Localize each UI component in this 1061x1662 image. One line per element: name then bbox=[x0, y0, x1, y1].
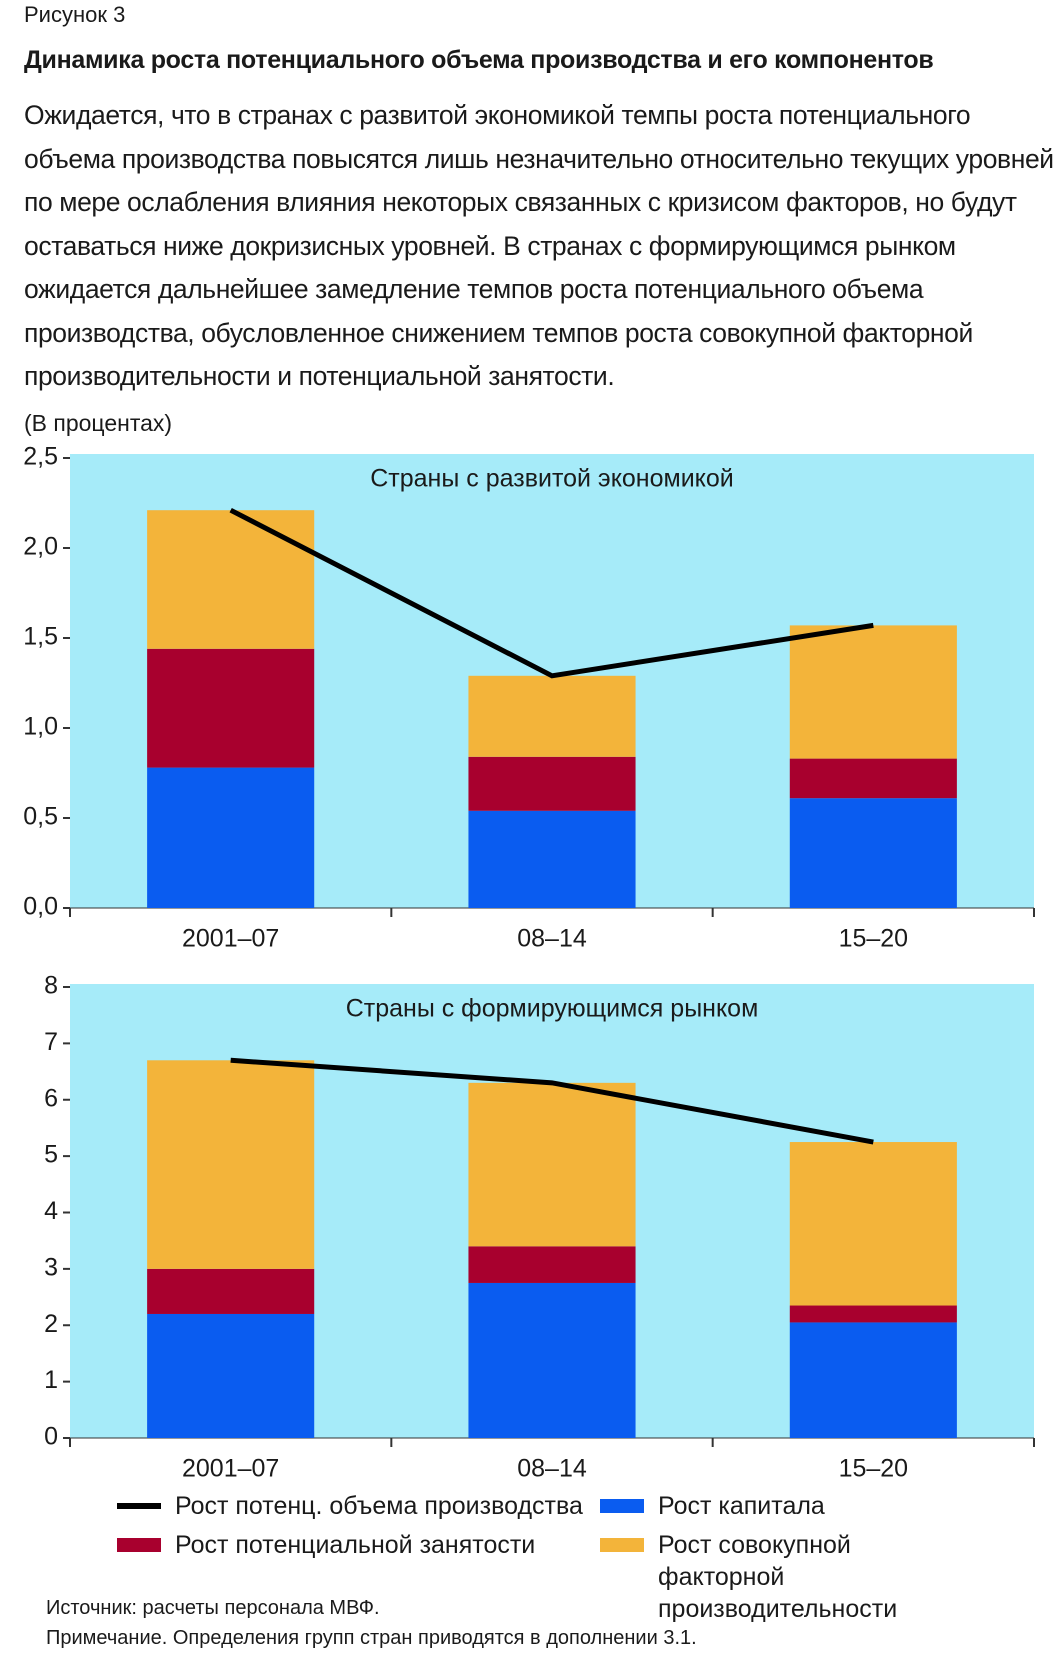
y-tick-label: 6 bbox=[44, 1084, 58, 1112]
note: Примечание. Определения групп стран прив… bbox=[46, 1627, 697, 1649]
bar-segment bbox=[468, 756, 636, 811]
line-series bbox=[229, 507, 874, 679]
bar-segment bbox=[147, 1313, 315, 1438]
bar-segment bbox=[468, 1282, 636, 1438]
y-tick-label: 4 bbox=[44, 1197, 58, 1225]
bar-segment bbox=[147, 1060, 315, 1269]
y-tick-label: 2,0 bbox=[23, 533, 58, 561]
y-tick-label: 0,5 bbox=[23, 803, 58, 831]
description: Ожидается, что в странах с развитой экон… bbox=[24, 100, 1054, 391]
x-tick-label: 08–14 bbox=[517, 925, 587, 953]
legend-label: Рост совокупной факторной производительн… bbox=[658, 1531, 898, 1623]
y-tick-label: 7 bbox=[44, 1028, 58, 1056]
legend-label: Рост потенц. объема производства bbox=[175, 1492, 583, 1520]
x-tick-label: 2001–07 bbox=[182, 925, 279, 953]
bar-segment bbox=[147, 648, 315, 768]
line-series bbox=[230, 1057, 874, 1145]
bar-segment bbox=[468, 810, 636, 908]
source: Источник: расчеты персонала МВФ. bbox=[46, 1597, 380, 1619]
legend-swatch bbox=[600, 1538, 644, 1552]
y-tick-label: 0 bbox=[44, 1423, 58, 1451]
bar-segment bbox=[789, 625, 957, 759]
title: Динамика роста потенциального объема про… bbox=[24, 46, 934, 74]
bar-segment bbox=[789, 798, 957, 908]
bar-segment bbox=[789, 1305, 957, 1323]
x-tick-label: 08–14 bbox=[517, 1455, 587, 1483]
legend-swatch bbox=[117, 1503, 161, 1509]
y-tick-label: 3 bbox=[44, 1253, 58, 1281]
figure-label: Рисунок 3 bbox=[24, 2, 126, 27]
legend-label: Рост капитала bbox=[658, 1492, 825, 1520]
x-tick-label: 15–20 bbox=[839, 1455, 909, 1483]
bar-segment bbox=[789, 1322, 957, 1438]
y-tick-label: 2,5 bbox=[23, 443, 58, 471]
y-tick-label: 0,0 bbox=[23, 893, 58, 921]
bar-segment bbox=[468, 1246, 636, 1283]
bar-segment bbox=[468, 1082, 636, 1247]
x-tick-label: 15–20 bbox=[839, 925, 909, 953]
legend-label: Рост потенциальной занятости bbox=[175, 1531, 536, 1559]
bar-segment bbox=[147, 510, 315, 649]
units: (В процентах) bbox=[24, 410, 173, 436]
panel-title: Страны с развитой экономикой bbox=[370, 465, 734, 493]
y-tick-label: 1,5 bbox=[23, 623, 58, 651]
bar-segment bbox=[147, 767, 315, 908]
legend-swatch bbox=[117, 1538, 161, 1552]
y-tick-label: 5 bbox=[44, 1141, 58, 1169]
bar-segment bbox=[789, 758, 957, 799]
x-tick-label: 2001–07 bbox=[182, 1455, 279, 1483]
bar-segment bbox=[468, 675, 636, 757]
panel-title: Страны с формирующимся рынком bbox=[346, 995, 759, 1023]
bar-segment bbox=[789, 1142, 957, 1306]
y-tick-label: 2 bbox=[44, 1310, 58, 1338]
y-tick-label: 1,0 bbox=[23, 713, 58, 741]
y-tick-label: 8 bbox=[44, 972, 58, 1000]
y-tick-label: 1 bbox=[44, 1366, 58, 1394]
legend-swatch bbox=[600, 1499, 644, 1513]
bar-segment bbox=[147, 1268, 315, 1314]
